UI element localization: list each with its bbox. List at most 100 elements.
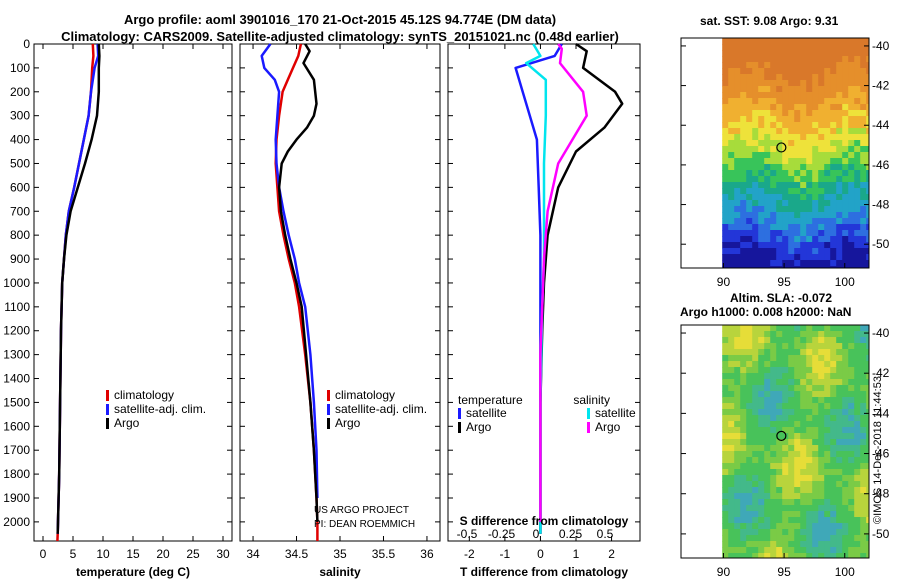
map-cell <box>752 104 759 111</box>
map-cell <box>866 415 869 422</box>
map-cell <box>740 62 747 69</box>
map-cell <box>722 176 729 183</box>
map-cell <box>818 38 825 45</box>
map-cell <box>800 68 807 75</box>
map-cell <box>752 361 759 368</box>
map-cell <box>824 325 831 332</box>
map-cell <box>770 206 777 213</box>
map-cell <box>776 463 783 470</box>
map-cell <box>860 499 867 506</box>
map-cell <box>854 176 861 183</box>
map-cell <box>836 421 843 428</box>
map-cell <box>734 266 741 268</box>
map-cell <box>824 451 831 458</box>
map-cell <box>860 116 867 123</box>
map-cell <box>722 331 729 338</box>
map-cell <box>806 361 813 368</box>
map-cell <box>770 62 777 69</box>
map-cell <box>746 104 753 111</box>
map-cell <box>794 104 801 111</box>
panel-frame-difference <box>447 43 641 542</box>
map-cell <box>860 224 867 231</box>
map-cell <box>794 56 801 63</box>
map-cell <box>788 505 795 512</box>
map-cell <box>818 176 825 183</box>
map-cell <box>860 50 867 57</box>
map-cell <box>812 254 819 261</box>
map-cell <box>800 457 807 464</box>
map-cell <box>836 523 843 530</box>
sla-map <box>722 325 869 558</box>
map-cell <box>782 170 789 177</box>
map-cell <box>788 122 795 129</box>
map-cell <box>854 367 861 374</box>
map-cell <box>734 325 741 332</box>
map-cell <box>842 194 849 201</box>
map-cell <box>722 260 729 267</box>
map-cell <box>806 140 813 147</box>
map-cell <box>782 116 789 123</box>
map-cell <box>746 92 753 99</box>
map-cell <box>752 62 759 69</box>
map-cell <box>770 505 777 512</box>
map-cell <box>800 194 807 201</box>
map-cell <box>782 391 789 398</box>
map-cell <box>728 134 735 141</box>
map-cell <box>806 445 813 452</box>
map-cell <box>848 343 855 350</box>
map-cell <box>860 337 867 344</box>
map-cell <box>860 451 867 458</box>
map-cell <box>794 367 801 374</box>
map-cell <box>830 535 837 542</box>
map-cell <box>788 164 795 171</box>
map-cell <box>836 266 843 268</box>
map-cell <box>860 218 867 225</box>
map-cell <box>722 134 729 141</box>
map-cell <box>770 469 777 476</box>
map-cell <box>854 242 861 249</box>
map-cell <box>764 248 771 255</box>
map-cell <box>866 212 869 219</box>
legend-label: climatology <box>114 388 174 402</box>
map-cell <box>848 511 855 518</box>
map-cell <box>746 56 753 63</box>
map-cell <box>824 104 831 111</box>
legend-label: climatology <box>335 388 395 402</box>
map-cell <box>728 409 735 416</box>
map-cell <box>860 433 867 440</box>
map-cell <box>788 230 795 237</box>
map-cell <box>776 98 783 105</box>
map-cell <box>776 361 783 368</box>
map-cell <box>860 188 867 195</box>
map-cell <box>860 176 867 183</box>
map-cell <box>776 200 783 207</box>
map-cell <box>734 457 741 464</box>
map-cell <box>788 541 795 548</box>
map-cell <box>818 140 825 147</box>
map-cell <box>782 128 789 135</box>
map-cell <box>848 475 855 482</box>
map-cell <box>752 391 759 398</box>
map-cell <box>746 152 753 159</box>
map-cell <box>806 128 813 135</box>
map-cell <box>722 337 729 344</box>
map-cell <box>806 86 813 93</box>
map-cell <box>722 343 729 350</box>
map-cell <box>824 349 831 356</box>
map-cell <box>848 122 855 129</box>
map-cell <box>800 146 807 153</box>
map-cell <box>818 409 825 416</box>
map-cell <box>842 487 849 494</box>
map-cell <box>806 325 813 332</box>
map-cell <box>800 206 807 213</box>
map-cell <box>842 218 849 225</box>
map-cell <box>824 541 831 548</box>
map-cell <box>866 152 869 159</box>
map-cell <box>776 116 783 123</box>
map-cell <box>866 38 869 45</box>
map-cell <box>764 98 771 105</box>
map-cell <box>836 331 843 338</box>
map-cell <box>758 499 765 506</box>
map-cell <box>746 146 753 153</box>
map-cell <box>800 122 807 129</box>
